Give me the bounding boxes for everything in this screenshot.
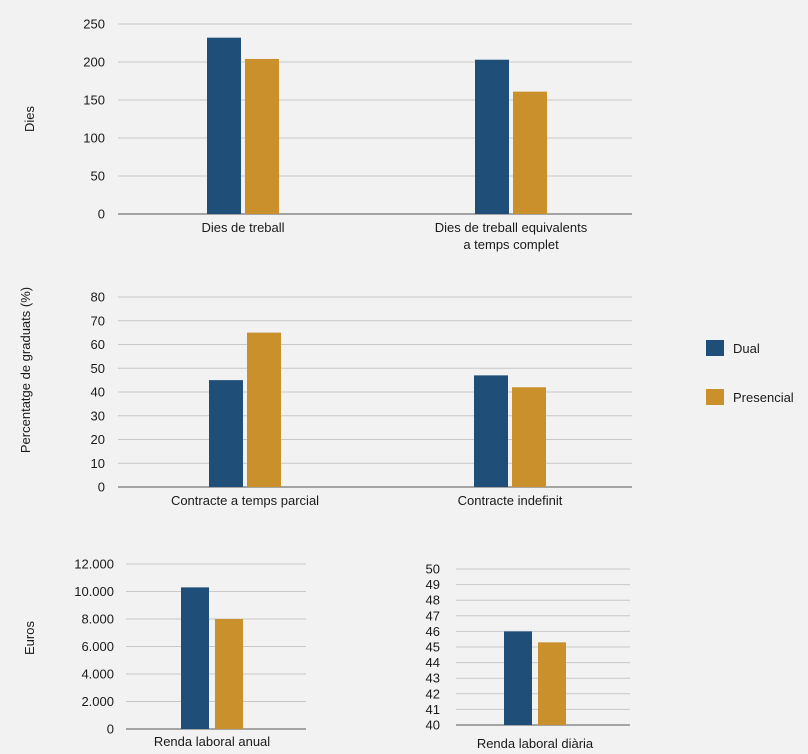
chart-days: 0 50 100 150 200 250 Dies Dies de treball Dies d… [22, 17, 632, 252]
y-tick-label: 46 [426, 624, 440, 639]
legend-swatch-dual [706, 340, 724, 356]
y-tick-label: 60 [91, 337, 105, 352]
category-label: Contracte indefinit [458, 493, 563, 508]
y-tick-label: 50 [91, 361, 105, 376]
y-tick-label: 6.000 [81, 639, 114, 654]
chart-annual: 0 2.000 4.000 6.000 8.000 10.000 12.000 Euros Re… [22, 557, 306, 749]
category-label: Renda laboral anual [154, 734, 270, 749]
category-label: Contracte a temps parcial [171, 493, 319, 508]
y-axis-label: Percentatge de graduats (%) [18, 287, 33, 453]
bar-presencial [215, 619, 243, 729]
y-tick-label: 0 [98, 207, 105, 222]
y-tick-label: 150 [83, 93, 105, 108]
y-tick-label: 45 [426, 640, 440, 655]
y-tick-label: 30 [91, 408, 105, 423]
bar-presencial [247, 332, 281, 487]
y-tick-label: 49 [426, 577, 440, 592]
y-tick-label: 41 [426, 702, 440, 717]
category-label: Dies de treball equivalents [435, 220, 588, 235]
bar-dual [181, 587, 209, 729]
legend: Dual Presencial [706, 340, 794, 405]
bar-dual [504, 631, 532, 725]
y-tick-label: 44 [426, 655, 440, 670]
y-tick-label: 20 [91, 432, 105, 447]
y-tick-label: 48 [426, 593, 440, 608]
legend-label-presencial: Presencial [733, 390, 794, 405]
y-tick-label: 47 [426, 608, 440, 623]
bar-presencial [513, 91, 547, 214]
y-tick-label: 43 [426, 671, 440, 686]
bar-presencial [245, 58, 279, 215]
y-tick-label: 50 [91, 169, 105, 184]
category-label: Renda laboral diària [477, 736, 594, 751]
y-axis-label: Dies [22, 106, 37, 133]
y-axis-label: Euros [22, 621, 37, 655]
y-tick-label: 40 [91, 385, 105, 400]
y-tick-label: 0 [107, 722, 114, 737]
y-tick-label: 80 [91, 290, 105, 305]
category-label: Dies de treball [201, 220, 284, 235]
bar-dual [475, 59, 509, 214]
y-tick-label: 10 [91, 456, 105, 471]
y-tick-label: 8.000 [81, 612, 114, 627]
legend-swatch-presencial [706, 389, 724, 405]
bar-presencial [538, 642, 566, 725]
y-tick-label: 50 [426, 562, 440, 577]
y-tick-label: 42 [426, 686, 440, 701]
bar-presencial [512, 387, 546, 487]
chart-contracts: 0 10 20 30 40 50 60 70 80 Percentatge de graduats… [18, 287, 632, 508]
y-tick-label: 40 [426, 718, 440, 733]
category-label: a temps complet [463, 237, 559, 252]
y-tick-label: 0 [98, 480, 105, 495]
y-tick-label: 12.000 [74, 557, 114, 572]
y-tick-label: 250 [83, 17, 105, 32]
legend-label-dual: Dual [733, 341, 760, 356]
y-tick-label: 200 [83, 55, 105, 70]
bar-dual [209, 380, 243, 487]
bar-dual [207, 37, 241, 215]
y-tick-label: 100 [83, 131, 105, 146]
bar-dual [474, 375, 508, 487]
y-tick-label: 10.000 [74, 584, 114, 599]
y-tick-label: 4.000 [81, 667, 114, 682]
y-tick-label: 70 [91, 313, 105, 328]
y-tick-label: 2.000 [81, 694, 114, 709]
